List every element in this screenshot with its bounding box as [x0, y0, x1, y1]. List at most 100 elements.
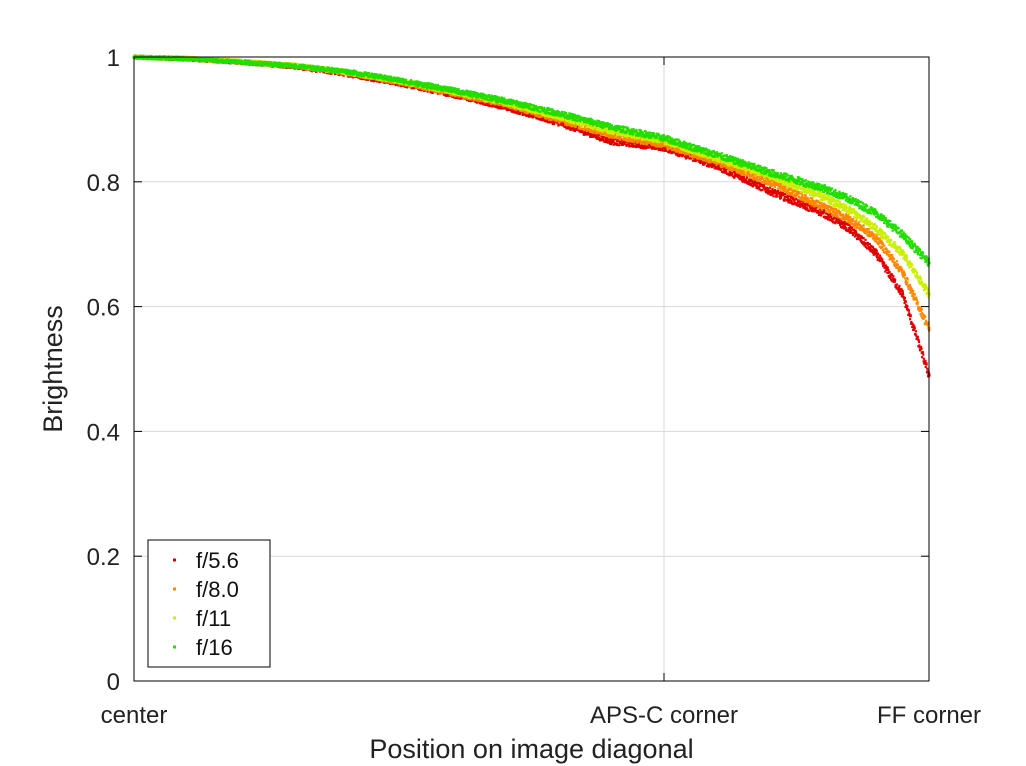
data-point	[727, 167, 731, 170]
data-point	[530, 115, 533, 118]
data-point	[831, 209, 835, 212]
data-point	[551, 122, 554, 126]
data-point	[870, 250, 873, 253]
data-point	[452, 96, 456, 99]
data-point	[653, 147, 656, 150]
data-point	[473, 98, 476, 101]
data-point	[888, 271, 891, 274]
data-point	[717, 165, 720, 168]
data-point	[775, 195, 779, 198]
data-point	[470, 99, 473, 102]
data-point	[830, 207, 833, 210]
data-point	[813, 205, 816, 208]
data-point	[895, 283, 899, 286]
data-point	[676, 154, 680, 157]
data-point	[829, 209, 832, 212]
data-point	[794, 193, 798, 196]
data-point	[824, 203, 827, 206]
data-point	[853, 232, 856, 235]
data-point	[830, 215, 833, 218]
data-point	[562, 123, 565, 127]
data-point	[760, 181, 764, 184]
data-point	[916, 335, 919, 338]
data-point	[913, 325, 916, 328]
data-point	[809, 197, 812, 200]
data-point	[574, 125, 577, 128]
data-point	[638, 141, 641, 144]
data-point	[893, 280, 896, 283]
data-point	[842, 227, 846, 230]
data-point	[779, 189, 782, 192]
data-point	[818, 211, 821, 214]
data-point	[927, 375, 930, 378]
data-point	[843, 215, 846, 218]
data-point	[681, 151, 684, 154]
data-point	[765, 189, 768, 192]
data-point	[573, 124, 576, 127]
data-point	[834, 217, 837, 220]
data-point	[817, 204, 820, 207]
data-point	[810, 196, 814, 200]
data-point	[835, 211, 838, 214]
data-point	[725, 166, 728, 169]
data-point	[807, 198, 810, 201]
data-point	[786, 191, 790, 194]
data-point	[805, 206, 808, 209]
data-point	[798, 201, 801, 204]
data-point	[890, 273, 894, 277]
data-point	[546, 117, 549, 120]
data-point	[884, 270, 887, 273]
data-point	[545, 120, 548, 123]
data-point	[782, 189, 785, 192]
data-point	[837, 216, 840, 219]
data-point	[394, 83, 397, 87]
data-point	[604, 134, 608, 138]
data-point	[684, 153, 687, 156]
data-point	[767, 192, 770, 195]
data-point	[870, 244, 873, 248]
data-point	[731, 172, 734, 176]
data-point	[860, 235, 863, 238]
data-point	[624, 140, 628, 144]
data-point	[617, 134, 621, 137]
data-point	[689, 153, 692, 156]
data-point	[842, 213, 845, 216]
data-point	[648, 143, 651, 146]
data-point	[591, 126, 594, 129]
data-point	[773, 189, 777, 192]
data-point	[865, 247, 869, 250]
data-point	[509, 106, 512, 109]
data-point	[712, 165, 715, 168]
data-point	[819, 202, 822, 205]
data-point	[527, 115, 531, 118]
data-point	[647, 146, 650, 149]
data-point	[611, 136, 614, 139]
data-point	[630, 138, 633, 141]
data-point	[920, 347, 923, 351]
data-point	[538, 113, 541, 116]
data-point	[763, 186, 766, 189]
data-point	[889, 275, 892, 278]
data-point	[827, 217, 830, 221]
data-point	[920, 346, 923, 349]
data-point	[653, 146, 657, 149]
data-point	[503, 105, 506, 108]
data-point	[745, 176, 749, 179]
data-point	[803, 197, 806, 200]
data-point	[747, 173, 751, 176]
data-point	[804, 202, 807, 205]
data-point	[662, 141, 665, 144]
data-point	[634, 141, 637, 144]
data-point	[628, 138, 632, 141]
data-point	[573, 123, 576, 126]
data-point	[771, 190, 775, 193]
data-point	[608, 136, 612, 139]
data-point	[717, 168, 720, 171]
data-point	[720, 170, 724, 173]
data-point	[597, 133, 601, 136]
data-point	[907, 313, 910, 317]
data-point	[797, 199, 800, 202]
data-point	[624, 136, 627, 140]
data-point	[866, 244, 869, 247]
data-point	[690, 155, 694, 158]
